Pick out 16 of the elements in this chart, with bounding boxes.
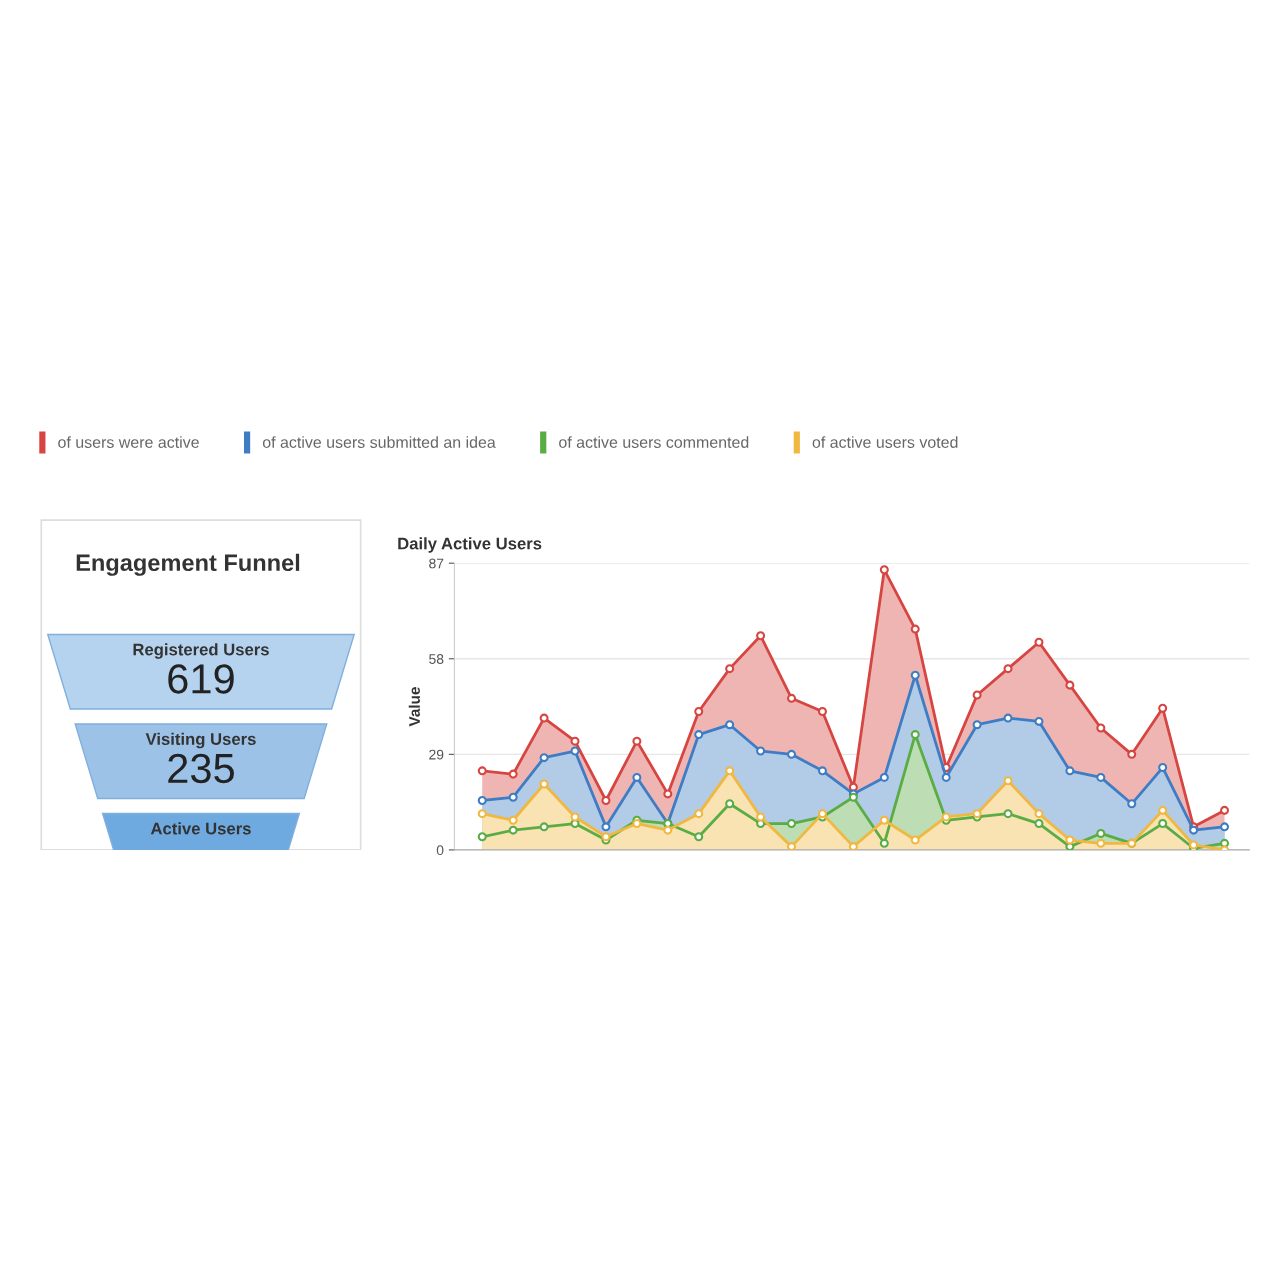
category-label: Active Users — [150, 822, 251, 835]
category-label: Registered Users — [133, 643, 269, 659]
data-label: 619 — [168, 664, 234, 694]
legend-label: of active users voted — [812, 436, 958, 448]
text: Engagement Funnel — [76, 553, 300, 576]
y-tick-label: 29 — [429, 749, 444, 760]
chart-title: Daily Active Users — [398, 537, 542, 553]
legend-label: of active users submitted an idea — [262, 436, 496, 448]
y-tick-label: 58 — [429, 654, 444, 664]
category-label: Visiting Users — [145, 732, 256, 749]
y-tick-label: 0 — [436, 845, 444, 856]
legend-label: of active users commented — [559, 436, 749, 448]
legend-label: of users were active — [58, 436, 199, 448]
data-label: 235 — [168, 753, 234, 784]
y-tick-label: 87 — [429, 558, 444, 569]
y-axis-title: Value — [408, 687, 420, 727]
